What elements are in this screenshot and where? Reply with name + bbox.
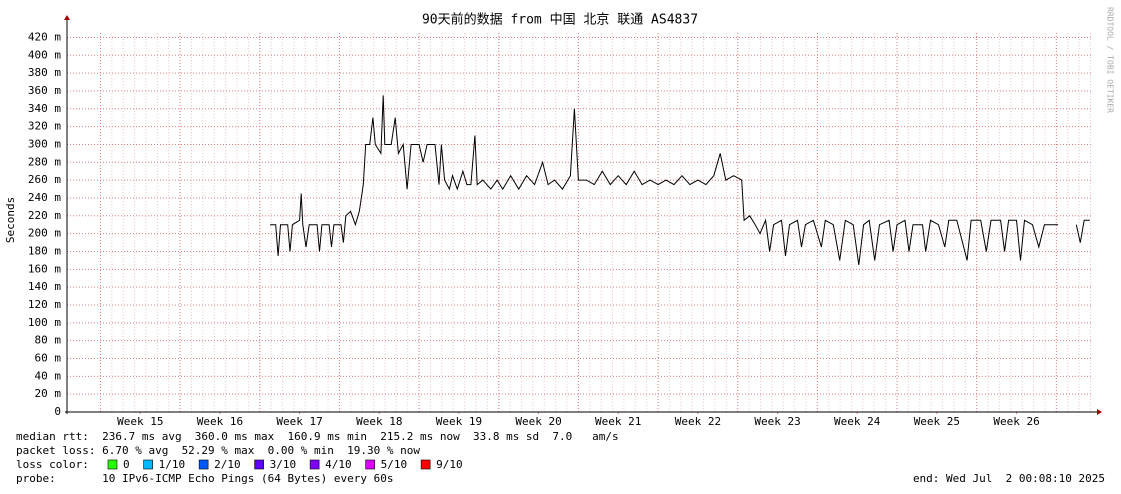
legend-label: 2/10 <box>214 458 241 471</box>
legend-label: 9/10 <box>436 458 463 471</box>
legend-swatch <box>420 459 431 470</box>
y-tick-label: 280 m <box>28 155 61 168</box>
y-tick-label: 200 m <box>28 227 61 240</box>
y-tick-label: 120 m <box>28 298 61 311</box>
x-tick-label: Week 17 <box>276 415 322 428</box>
y-tick-label: 40 m <box>35 369 62 382</box>
y-tick-label: 180 m <box>28 244 61 257</box>
legend-label: 4/10 <box>325 458 352 471</box>
end-time: end: Wed Jul 2 00:08:10 2025 <box>913 472 1105 485</box>
stats-line: median rtt: 236.7 ms avg 360.0 ms max 16… <box>16 430 619 443</box>
y-tick-label: 380 m <box>28 66 61 79</box>
y-tick-label: 260 m <box>28 173 61 186</box>
probe-info: probe: 10 IPv6-ICMP Echo Pings (64 Bytes… <box>16 472 394 485</box>
legend-label: 0 <box>123 458 130 471</box>
series-line <box>270 95 1090 265</box>
y-tick-label: 420 m <box>28 30 61 43</box>
legend-swatch <box>198 459 209 470</box>
plot-area <box>67 33 1093 412</box>
legend-swatch <box>107 459 118 470</box>
x-tick-label: Week 22 <box>675 415 721 428</box>
legend-swatch <box>254 459 264 470</box>
y-tick-label: 240 m <box>28 191 61 204</box>
y-tick-label: 400 m <box>28 48 61 61</box>
watermark: RRDTOOL / TOBI OETIKER <box>1106 7 1115 113</box>
axis-arrow <box>1097 409 1102 415</box>
legend-swatch <box>365 459 375 470</box>
x-tick-label: Week 21 <box>595 415 641 428</box>
y-tick-label: 60 m <box>35 351 62 364</box>
y-tick-label: 300 m <box>28 137 61 150</box>
x-tick-label: Week 24 <box>834 415 881 428</box>
x-tick-label: Week 23 <box>754 415 800 428</box>
y-tick-label: 360 m <box>28 84 61 97</box>
y-tick-label: 340 m <box>28 102 61 115</box>
x-tick-label: Week 26 <box>993 415 1039 428</box>
legend-label: 5/10 <box>381 458 408 471</box>
x-tick-label: Week 16 <box>197 415 243 428</box>
legend-swatch <box>309 459 320 470</box>
chart-title: 90天前的数据 from 中国 北京 联通 AS4837 <box>422 12 698 28</box>
x-tick-label: Week 15 <box>117 415 163 428</box>
legend-label: 3/10 <box>270 458 297 471</box>
legend-swatch <box>143 459 153 470</box>
y-tick-label: 160 m <box>28 262 61 275</box>
stats-line: packet loss: 6.70 % avg 52.29 % max 0.00… <box>16 444 420 457</box>
axis-arrow <box>64 15 70 20</box>
y-tick-label: 0 <box>54 405 61 418</box>
loss-legend-label: loss color: <box>16 458 89 471</box>
y-tick-label: 320 m <box>28 120 61 133</box>
x-tick-label: Week 20 <box>515 415 561 428</box>
y-tick-label: 80 m <box>35 334 62 347</box>
y-axis-label: Seconds <box>4 197 17 243</box>
x-tick-label: Week 25 <box>914 415 960 428</box>
y-tick-label: 100 m <box>28 316 61 329</box>
x-tick-label: Week 19 <box>436 415 482 428</box>
y-tick-label: 140 m <box>28 280 61 293</box>
legend-label: 1/10 <box>159 458 186 471</box>
y-tick-label: 20 m <box>35 387 62 400</box>
y-tick-label: 220 m <box>28 209 61 222</box>
x-tick-label: Week 18 <box>356 415 402 428</box>
